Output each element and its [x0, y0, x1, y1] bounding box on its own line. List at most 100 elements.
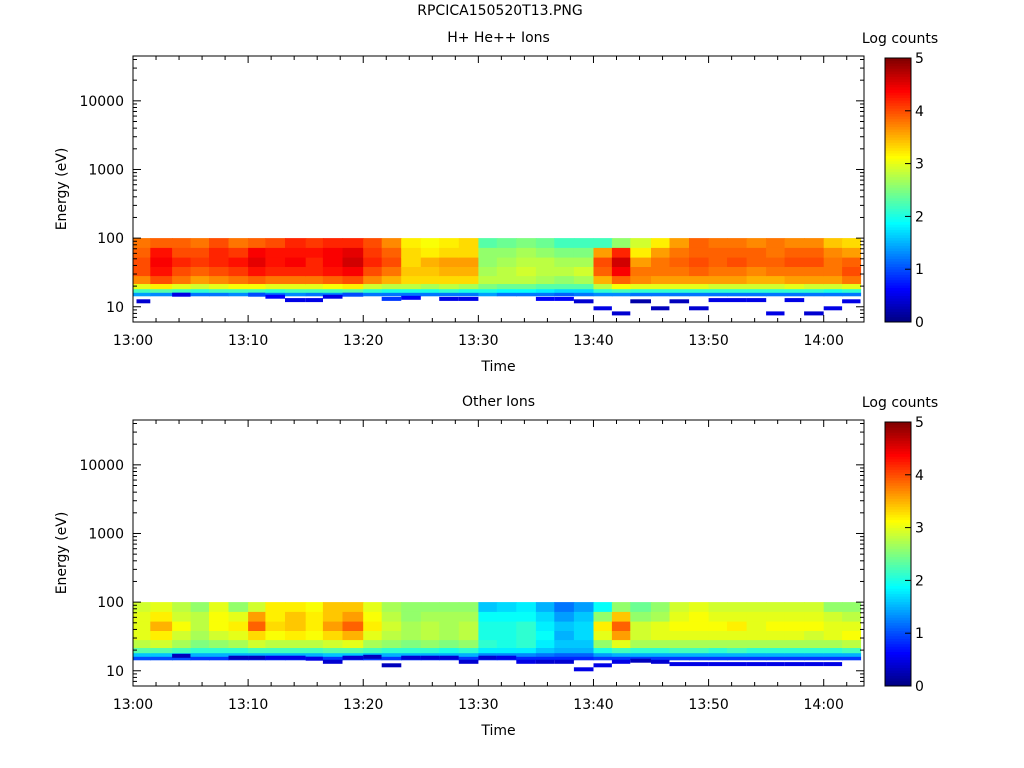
- colorbar-segment: [885, 517, 911, 521]
- heatmap-cell: [322, 640, 344, 649]
- heatmap-cell: [669, 289, 690, 294]
- heatmap-cell: [248, 648, 266, 654]
- heatmap-cell: [342, 621, 364, 632]
- heatmap-cell-low-energy: [804, 662, 824, 667]
- heatmap-cell: [535, 611, 555, 623]
- x-tick-label: 13:10: [228, 697, 268, 713]
- heatmap-cell: [611, 640, 631, 649]
- heatmap-cell: [305, 648, 324, 654]
- heatmap-cell: [766, 289, 786, 294]
- colorbar-tick-label: 0: [915, 315, 924, 331]
- heatmap-cell: [381, 648, 402, 654]
- heatmap-cell: [516, 257, 537, 268]
- heatmap-cell-low-energy: [496, 655, 517, 660]
- heatmap-cell: [228, 648, 249, 654]
- heatmap-cell: [689, 602, 710, 613]
- heatmap-cell: [842, 289, 862, 294]
- colorbar-segment: [885, 633, 911, 637]
- heatmap-cell-low-energy: [248, 655, 266, 660]
- heatmap-cell: [630, 267, 652, 277]
- heatmap-cell-low-energy: [630, 299, 651, 304]
- colorbar-tick-label: 4: [915, 104, 924, 120]
- colorbar-segment: [885, 485, 911, 489]
- heatmap-cell: [593, 621, 613, 632]
- spectrogram-panel-other-ions: 13:00 13:10 13:20 13:30 13:40 13:50 14:00Time1…: [54, 394, 938, 739]
- colorbar-segment: [885, 638, 911, 642]
- heatmap-cell-low-energy: [708, 298, 727, 303]
- colorbar-segment: [885, 435, 911, 439]
- heatmap-cell: [172, 289, 192, 294]
- heatmap-cell: [342, 640, 364, 649]
- colorbar-segment: [885, 569, 911, 573]
- colorbar-segment: [885, 556, 911, 560]
- heatmap-cell: [516, 631, 537, 641]
- colorbar-tick-label: 1: [915, 262, 924, 278]
- colorbar-segment: [885, 535, 911, 539]
- heatmap-cell: [823, 602, 843, 613]
- heatmap-cell: [804, 276, 825, 285]
- heatmap-cell: [172, 276, 192, 285]
- heatmap-cell: [573, 238, 595, 249]
- colorbar-segment: [885, 261, 911, 265]
- heatmap-cell: [285, 276, 307, 285]
- colorbar-segment: [885, 139, 911, 143]
- colorbar-segment: [885, 480, 911, 484]
- colorbar-segment: [885, 68, 911, 72]
- heatmap-cell: [478, 289, 498, 294]
- heatmap-cell: [209, 238, 230, 249]
- colorbar-segment: [885, 158, 911, 162]
- heatmap-cell: [420, 267, 440, 277]
- colorbar-segment: [885, 137, 911, 141]
- heatmap-cell: [593, 631, 613, 641]
- heatmap-cell-low-energy: [439, 296, 459, 301]
- heatmap-cell: [669, 656, 690, 661]
- heatmap-cell: [439, 653, 460, 658]
- heatmap-cell: [478, 648, 498, 654]
- heatmap-cell: [305, 238, 324, 249]
- heatmap-cell-low-energy: [766, 662, 785, 667]
- heatmap-cell: [766, 602, 786, 613]
- heatmap-cell: [766, 640, 786, 649]
- colorbar-segment: [885, 620, 911, 624]
- colorbar-frame: [884, 421, 912, 687]
- heatmap-cell: [842, 276, 862, 285]
- heatmap-cell: [401, 640, 422, 649]
- x-axis: 13:00 13:10 13:20 13:30 13:40 13:50 14:00 Time: [113, 56, 848, 375]
- heatmap-cell: [420, 292, 440, 297]
- heatmap-cell: [305, 631, 324, 641]
- heatmap-cell: [439, 267, 460, 277]
- colorbar-segment: [885, 627, 911, 631]
- y-tick-label: 100: [97, 595, 124, 611]
- heatmap-cell: [823, 284, 843, 290]
- heatmap-cell: [535, 631, 555, 641]
- heatmap-cell: [651, 653, 670, 658]
- heatmap-cell: [439, 276, 460, 285]
- heatmap-cell: [420, 257, 440, 268]
- heatmap-cell: [401, 648, 422, 654]
- heatmap-cell: [401, 292, 422, 297]
- plot-frame: [132, 55, 865, 323]
- colorbar-segment: [885, 221, 911, 225]
- heatmap-cell: [554, 276, 575, 285]
- heatmap-cell: [342, 284, 364, 290]
- heatmap-cell-low-energy: [342, 655, 364, 660]
- colorbar-segment: [885, 234, 911, 238]
- heatmap-cell: [746, 602, 767, 613]
- colorbar-segment: [885, 248, 911, 252]
- heatmap-cell: [535, 653, 555, 658]
- heatmap-cell: [172, 267, 192, 277]
- heatmap-cell: [401, 284, 422, 290]
- colorbar-segment: [885, 292, 911, 296]
- colorbar-segment: [885, 532, 911, 536]
- heatmap-cell: [727, 284, 748, 290]
- heatmap-cell: [727, 292, 748, 297]
- colorbar-segment: [885, 118, 911, 122]
- heatmap-cell: [746, 276, 767, 285]
- colorbar-segment: [885, 511, 911, 515]
- colorbar-segment: [885, 622, 911, 626]
- heatmap-cell-low-energy: [172, 292, 191, 297]
- heatmap-cell: [381, 656, 402, 661]
- heatmap-cell: [190, 276, 210, 285]
- heatmap-cell: [190, 602, 210, 613]
- heatmap-cell: [766, 631, 786, 641]
